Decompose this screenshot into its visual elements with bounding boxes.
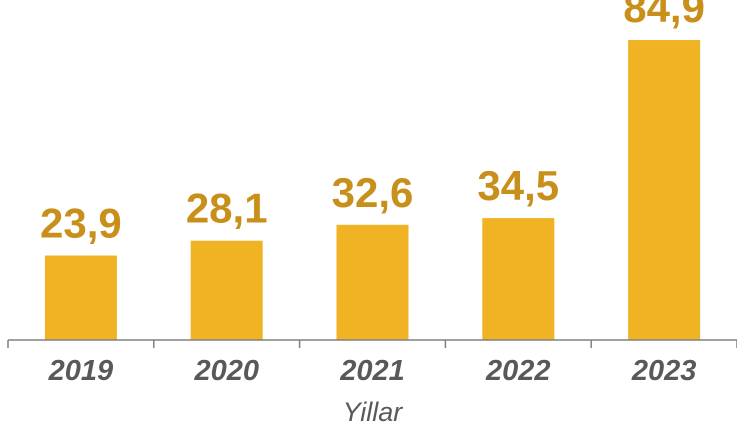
data-label-2023: 84,9 (623, 0, 705, 31)
tick-label-2022: 2022 (485, 355, 551, 387)
tick-label-2023: 2023 (631, 355, 697, 387)
tick-label-2021: 2021 (339, 355, 405, 387)
bar-2019 (44, 255, 117, 340)
bar-2020 (190, 240, 263, 340)
value-labels-group: 23,9 28,1 32,6 34,5 84,9 (40, 0, 705, 247)
data-label-2021: 32,6 (332, 169, 414, 216)
x-axis-tick-labels: 2019 2020 2021 2022 2023 (48, 355, 697, 387)
bars-group (44, 40, 701, 341)
bar-2021 (336, 224, 409, 340)
tick-label-2020: 2020 (193, 355, 259, 387)
x-axis-title: Yillar (343, 397, 404, 427)
tick-label-2019: 2019 (48, 355, 114, 387)
bar-2022 (482, 218, 555, 340)
data-label-2019: 23,9 (40, 200, 122, 247)
bar-2023 (628, 40, 701, 341)
x-axis-ticks (7, 340, 737, 348)
data-label-2022: 34,5 (477, 162, 559, 209)
data-label-2020: 28,1 (186, 185, 268, 232)
